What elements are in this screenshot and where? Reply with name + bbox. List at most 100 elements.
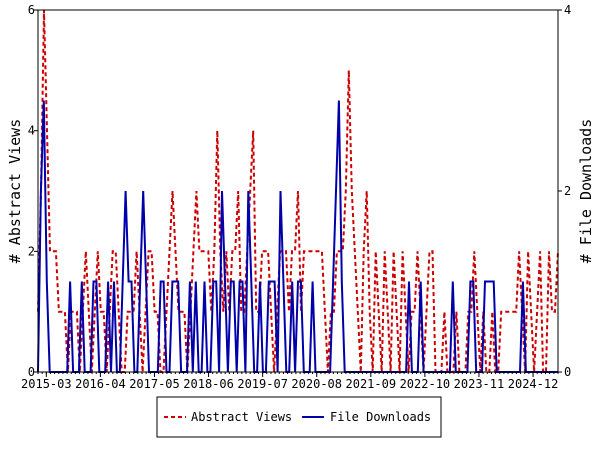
data-point <box>387 311 388 312</box>
data-point <box>115 251 116 252</box>
data-point <box>490 281 491 282</box>
x-tick-label: 2024-12 <box>508 377 559 391</box>
data-point <box>522 281 523 282</box>
left-y-tick-label: 2 <box>28 244 35 258</box>
right-y-axis: 0 2 4 <box>558 3 571 379</box>
data-point <box>312 251 313 252</box>
right-axis-title: # File Downloads <box>577 119 595 264</box>
data-point <box>49 251 50 252</box>
data-point <box>199 251 200 252</box>
x-tick-label: 2018-06 <box>183 377 234 391</box>
data-point <box>551 311 552 312</box>
data-point <box>420 281 421 282</box>
data-point <box>157 311 158 312</box>
data-point <box>357 311 358 312</box>
data-point <box>224 281 225 282</box>
data-point <box>73 311 74 312</box>
data-point <box>432 251 433 252</box>
data-point <box>414 311 415 312</box>
data-point <box>393 251 394 252</box>
data-point <box>519 251 520 252</box>
data-point <box>172 281 173 282</box>
data-point <box>411 311 412 312</box>
data-point <box>312 281 313 282</box>
legend-box <box>156 396 442 438</box>
data-point <box>131 281 132 282</box>
data-point <box>375 251 376 252</box>
data-point <box>303 251 304 252</box>
left-y-tick-label: 0 <box>28 365 35 379</box>
data-point <box>242 281 243 282</box>
data-point <box>513 311 514 312</box>
left-y-axis: 0 2 4 6 <box>28 3 38 379</box>
data-point <box>351 190 352 191</box>
data-point <box>516 311 517 312</box>
data-point <box>318 251 319 252</box>
data-point <box>160 281 161 282</box>
data-point <box>333 311 334 312</box>
data-point <box>268 251 269 252</box>
data-point <box>81 281 82 282</box>
data-point <box>378 311 379 312</box>
data-point <box>46 281 47 282</box>
data-point <box>145 311 146 312</box>
data-point <box>554 311 555 312</box>
data-point <box>253 130 254 131</box>
data-point <box>452 281 453 282</box>
data-point <box>251 281 252 282</box>
data-point <box>205 251 206 252</box>
data-point <box>235 251 236 252</box>
data-point <box>501 311 502 312</box>
data-point <box>146 281 147 282</box>
data-point <box>70 281 71 282</box>
data-point <box>230 281 231 282</box>
series-line-file-downloads <box>37 100 558 373</box>
data-point <box>184 311 185 312</box>
data-point <box>239 281 240 282</box>
data-point <box>259 281 260 282</box>
data-point <box>531 311 532 312</box>
data-point <box>100 311 101 312</box>
data-point <box>178 281 179 282</box>
legend-label-file-downloads: File Downloads <box>330 410 431 424</box>
x-tick-label: 2017-05 <box>129 377 180 391</box>
data-point <box>85 251 86 252</box>
legend-label-abstract-views: Abstract Views <box>191 410 292 424</box>
data-point <box>338 100 339 101</box>
data-point <box>396 311 397 312</box>
data-point <box>94 311 95 312</box>
data-point <box>426 311 427 312</box>
data-point <box>493 281 494 282</box>
data-point <box>172 190 173 191</box>
data-point <box>130 311 131 312</box>
data-point <box>341 281 342 282</box>
data-point <box>163 281 164 282</box>
data-point <box>471 311 472 312</box>
data-point <box>128 281 129 282</box>
data-point <box>265 251 266 252</box>
data-point <box>444 311 445 312</box>
data-point <box>548 251 549 252</box>
data-point <box>477 311 478 312</box>
left-y-tick-label: 4 <box>28 124 35 138</box>
data-point <box>271 281 272 282</box>
data-point <box>238 190 239 191</box>
data-point <box>417 251 418 252</box>
data-point <box>315 251 316 252</box>
data-point <box>283 281 284 282</box>
data-point <box>61 311 62 312</box>
data-point <box>297 281 298 282</box>
left-axis-title: # Abstract Views <box>6 119 24 264</box>
x-tick-label: 2015-03 <box>21 377 72 391</box>
data-point <box>122 281 123 282</box>
data-point <box>336 251 337 252</box>
data-point <box>348 70 349 71</box>
data-point <box>507 311 508 312</box>
data-point <box>55 251 56 252</box>
data-point <box>294 251 295 252</box>
x-tick-label: 2020-08 <box>291 377 342 391</box>
data-point <box>46 130 47 131</box>
data-point <box>271 311 272 312</box>
data-point <box>256 311 257 312</box>
data-point <box>369 311 370 312</box>
